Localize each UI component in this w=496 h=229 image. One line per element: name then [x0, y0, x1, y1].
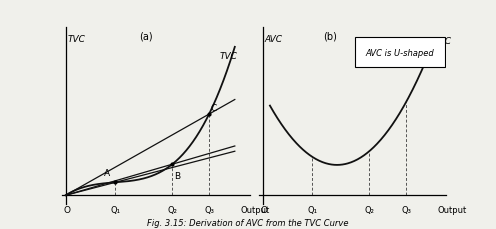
Text: Fig. 3.15: Derivation of AVC from the TVC Curve: Fig. 3.15: Derivation of AVC from the TV…	[147, 218, 349, 227]
Text: Output: Output	[437, 205, 466, 214]
Text: Q₂: Q₂	[364, 205, 374, 214]
Text: (b): (b)	[323, 32, 337, 42]
Text: A: A	[104, 169, 110, 177]
Text: Output: Output	[241, 205, 269, 214]
Text: TVC: TVC	[220, 52, 238, 61]
Text: AVC: AVC	[264, 35, 283, 44]
Text: Q₁: Q₁	[110, 205, 121, 214]
Text: C: C	[211, 104, 217, 113]
Text: Q₃: Q₃	[401, 205, 411, 214]
Text: B: B	[174, 171, 180, 180]
Text: O: O	[64, 205, 71, 214]
Text: (a): (a)	[139, 32, 153, 42]
Text: Q₁: Q₁	[307, 205, 317, 214]
Text: TVC: TVC	[67, 35, 85, 44]
Text: Q₂: Q₂	[167, 205, 177, 214]
FancyBboxPatch shape	[355, 38, 444, 68]
Text: Q₃: Q₃	[204, 205, 214, 214]
Text: O: O	[261, 205, 268, 214]
Text: AVC is U-shaped: AVC is U-shaped	[365, 49, 434, 57]
Text: AVC: AVC	[434, 37, 451, 46]
